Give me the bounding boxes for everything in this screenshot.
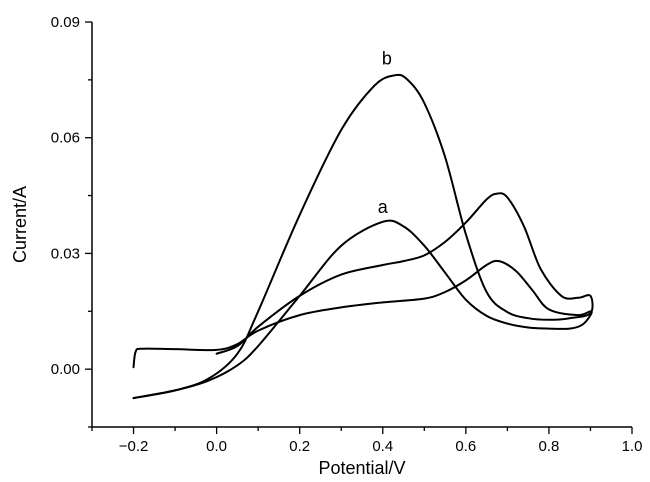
plot-axes: −0.2 0.0 0.2 0.4 0.6 0.8 1.0 0.00 0.03 0.06 0.09 (51, 14, 643, 455)
curve-label-a: a (378, 197, 389, 217)
y-tick-label: 0.06 (51, 130, 80, 147)
y-tick-label: 0.09 (51, 14, 80, 31)
x-axis-title: Potential/V (318, 458, 405, 478)
x-tick-label: 1.0 (622, 438, 643, 455)
x-tick-label: 0.4 (372, 438, 393, 455)
y-axis-title: Current/A (10, 186, 30, 263)
x-tick-label: 0.0 (206, 438, 227, 455)
series-b-curve (132, 73, 594, 400)
x-tick-label: 0.8 (538, 438, 559, 455)
x-tick-label: 0.6 (455, 438, 476, 455)
y-tick-label: 0.00 (51, 361, 80, 378)
series-a-curve (132, 219, 593, 400)
x-tick-label: −0.2 (119, 438, 149, 455)
x-tick-label: 0.2 (289, 438, 310, 455)
y-tick-label: 0.03 (51, 245, 80, 262)
curve-label-b: b (382, 48, 392, 68)
plot-area: ab (132, 48, 594, 400)
